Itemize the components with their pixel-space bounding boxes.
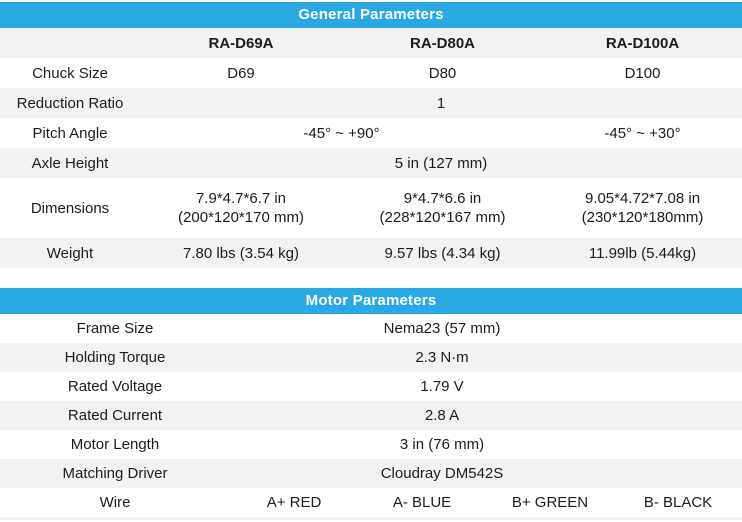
rated-voltage-value: 1.79 V — [420, 378, 464, 395]
model-header-row: RA-D69A RA-D80A RA-D100A — [0, 28, 742, 58]
rated-current-value: 2.8 A — [424, 407, 460, 424]
rated-current-row: Rated Current 2.8 A — [0, 401, 742, 430]
weight-value-d69a: 7.80 lbs (3.54 kg) — [183, 244, 299, 262]
wire-value-a-plus: A+ RED — [266, 494, 322, 511]
model-header-blank-cell — [0, 28, 140, 58]
weight-value-d80a: 9.57 lbs (4.34 kg) — [384, 244, 501, 262]
axle-height-label: Axle Height — [31, 154, 109, 172]
frame-size-value: Nema23 (57 mm) — [383, 320, 501, 337]
pitch-angle-value-d69a-d80a: -45° ~ +90° — [303, 124, 380, 142]
chuck-size-row: Chuck Size D69 D80 D100 — [0, 58, 742, 88]
chuck-size-label: Chuck Size — [32, 64, 108, 82]
wire-value-b-plus: B+ GREEN — [511, 494, 589, 511]
holding-torque-label: Holding Torque — [64, 349, 166, 366]
holding-torque-value: 2.3 N·m — [415, 349, 469, 366]
motor-length-row: Motor Length 3 in (76 mm) — [0, 430, 742, 459]
dimensions-label: Dimensions — [30, 199, 110, 217]
general-parameters-title: General Parameters — [0, 2, 742, 28]
chuck-size-value-d80a: D80 — [428, 64, 457, 82]
frame-size-label: Frame Size — [76, 320, 154, 337]
section-gap — [0, 268, 742, 288]
pitch-angle-value-d100a: -45° ~ +30° — [604, 124, 681, 142]
model-header-ra-d80a: RA-D80A — [409, 34, 475, 52]
rated-current-label: Rated Current — [67, 407, 163, 424]
wire-value-a-minus: A- BLUE — [392, 494, 452, 511]
weight-row: Weight 7.80 lbs (3.54 kg) 9.57 lbs (4.34… — [0, 238, 742, 268]
model-header-ra-d69a: RA-D69A — [208, 34, 274, 52]
chuck-size-value-d69a: D69 — [227, 64, 255, 82]
rated-voltage-row: Rated Voltage 1.79 V — [0, 372, 742, 401]
dimensions-value-d80a: 9*4.7*6.6 in (228*120*167 mm) — [379, 190, 506, 226]
motor-parameters-table: Frame Size Nema23 (57 mm) Holding Torque… — [0, 314, 742, 517]
wire-label: Wire — [99, 494, 131, 511]
dimensions-value-d100a: 9.05*4.72*7.08 in (230*120*180mm) — [581, 190, 704, 226]
dimensions-row: Dimensions 7.9*4.7*6.7 in (200*120*170 m… — [0, 178, 742, 238]
matching-driver-label: Matching Driver — [62, 465, 168, 482]
general-parameters-table: RA-D69A RA-D80A RA-D100A Chuck Size D69 … — [0, 28, 742, 268]
axle-height-row: Axle Height 5 in (127 mm) — [0, 148, 742, 178]
motor-parameters-title: Motor Parameters — [0, 288, 742, 314]
matching-driver-value: Cloudray DM542S — [380, 465, 504, 482]
motor-length-label: Motor Length — [70, 436, 160, 453]
next-row-peek — [0, 517, 742, 520]
reduction-ratio-value: 1 — [436, 94, 446, 112]
rated-voltage-label: Rated Voltage — [67, 378, 163, 395]
matching-driver-row: Matching Driver Cloudray DM542S — [0, 459, 742, 488]
chuck-size-value-d100a: D100 — [624, 64, 661, 82]
weight-label: Weight — [46, 244, 94, 262]
model-header-ra-d100a: RA-D100A — [605, 34, 680, 52]
axle-height-value: 5 in (127 mm) — [394, 154, 488, 172]
holding-torque-row: Holding Torque 2.3 N·m — [0, 343, 742, 372]
wire-row: Wire A+ RED A- BLUE B+ GREEN B- BLACK — [0, 488, 742, 517]
pitch-angle-row: Pitch Angle -45° ~ +90° -45° ~ +30° — [0, 118, 742, 148]
dimensions-value-d69a: 7.9*4.7*6.7 in (200*120*170 mm) — [178, 190, 304, 226]
reduction-ratio-row: Reduction Ratio 1 — [0, 88, 742, 118]
weight-value-d100a: 11.99lb (5.44kg) — [588, 244, 697, 262]
wire-value-b-minus: B- BLACK — [643, 494, 713, 511]
pitch-angle-label: Pitch Angle — [32, 124, 108, 142]
reduction-ratio-label: Reduction Ratio — [16, 94, 124, 112]
frame-size-row: Frame Size Nema23 (57 mm) — [0, 314, 742, 343]
motor-length-value: 3 in (76 mm) — [399, 436, 485, 453]
